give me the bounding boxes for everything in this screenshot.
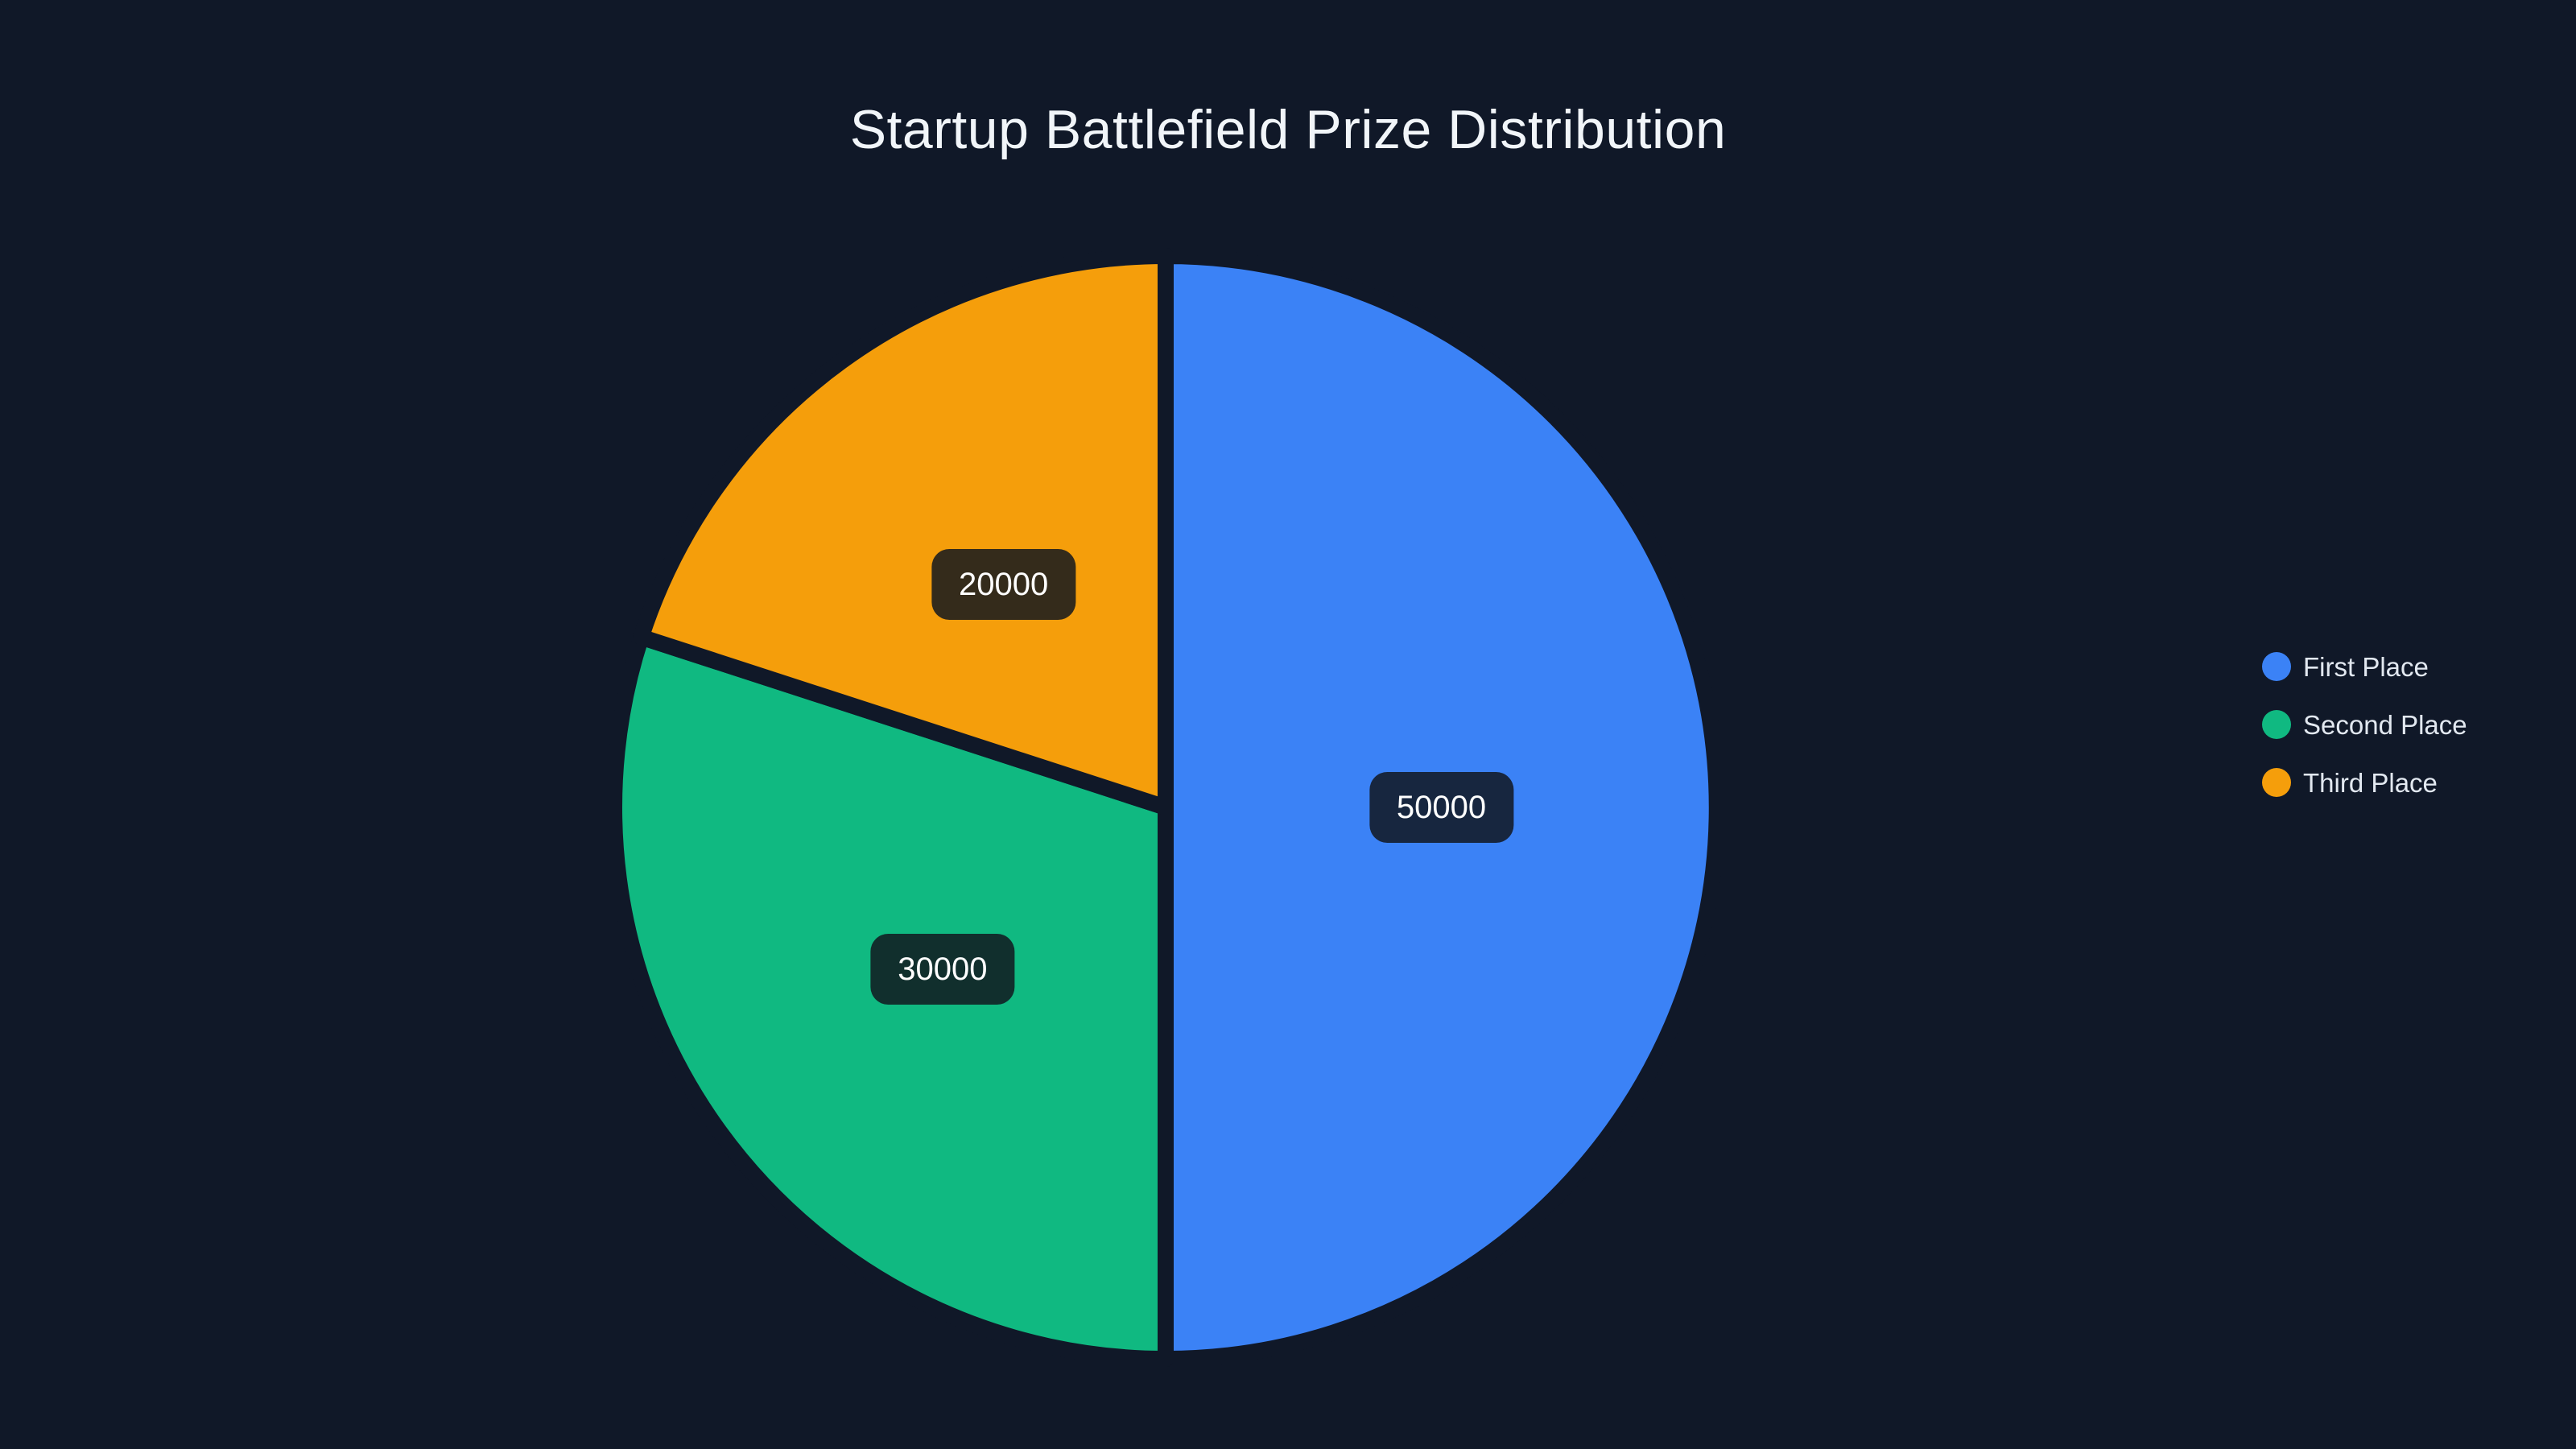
pie-slice-third-place[interactable]	[633, 248, 1174, 815]
legend-label: Second Place	[2303, 709, 2467, 740]
legend-label: Third Place	[2303, 767, 2438, 798]
pie-data-label-second-place: 30000	[870, 934, 1015, 1005]
chart-title: Startup Battlefield Prize Distribution	[849, 99, 1727, 160]
legend-item-third-place[interactable]: Third Place	[2262, 768, 2467, 797]
pie-data-label-first-place: 50000	[1368, 772, 1514, 843]
legend-label: First Place	[2303, 651, 2429, 682]
legend-item-first-place[interactable]: First Place	[2262, 652, 2467, 681]
pie-data-label-third-place: 20000	[931, 548, 1076, 620]
legend-marker-icon	[2262, 710, 2291, 739]
legend: First Place Second Place Third Place	[2262, 652, 2467, 797]
legend-marker-icon	[2262, 652, 2291, 681]
legend-item-second-place[interactable]: Second Place	[2262, 710, 2467, 739]
legend-marker-icon	[2262, 768, 2291, 797]
